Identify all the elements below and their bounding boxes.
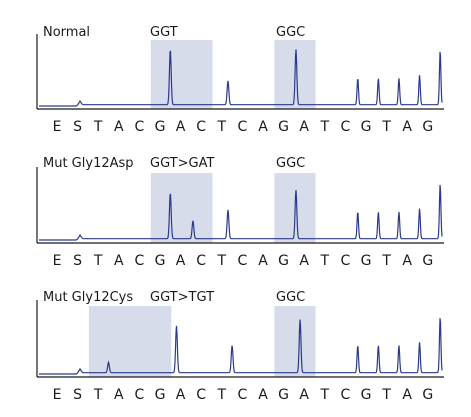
sequence-letter: G <box>278 119 289 135</box>
sequence-letter: S <box>73 119 82 135</box>
highlight-band <box>88 306 172 377</box>
sequence-letter: C <box>341 253 351 269</box>
sequence-letter: G <box>155 387 166 403</box>
highlight-band <box>150 173 213 243</box>
sequence-letter: T <box>320 119 330 135</box>
sequence-letter: S <box>73 387 82 403</box>
sequence-letter: A <box>114 119 124 135</box>
sequence-letter: T <box>93 387 103 403</box>
sequence-letter: A <box>176 253 186 269</box>
highlight-band <box>274 306 316 377</box>
trace-line <box>39 318 443 375</box>
sequence-letter: T <box>217 119 227 135</box>
sequence-letter: G <box>361 387 372 403</box>
sequence-letter: E <box>53 387 62 403</box>
sequence-letter: C <box>135 253 145 269</box>
highlight-label: GGC <box>276 290 305 305</box>
panel-label: Mut Gly12Cys <box>43 290 133 305</box>
sequence-letter: C <box>196 253 206 269</box>
sequence-letter: A <box>258 253 268 269</box>
sequence-letter: G <box>422 119 433 135</box>
sequence-letter: T <box>381 119 391 135</box>
sequence-letter: A <box>299 119 309 135</box>
sequence-letter: C <box>238 253 248 269</box>
sequence-letter: C <box>135 119 145 135</box>
sequence-letter: G <box>361 253 372 269</box>
sequence-letter: T <box>320 253 330 269</box>
highlight-label: GGT>TGT <box>150 290 214 305</box>
sequence-letter: C <box>238 387 248 403</box>
sequence-letter: A <box>176 119 186 135</box>
sequence-letter: T <box>217 387 227 403</box>
highlight-label: GGC <box>276 156 305 171</box>
sequence-letter: C <box>341 119 351 135</box>
sequence-letter: G <box>155 253 166 269</box>
sequence-letter: T <box>381 253 391 269</box>
panel-label: Mut Gly12Asp <box>43 156 134 171</box>
sequence-letter: T <box>320 387 330 403</box>
sequence-letter: G <box>422 387 433 403</box>
sequence-letter: A <box>402 119 412 135</box>
sequence-letter: G <box>361 119 372 135</box>
sequence-letter: S <box>73 253 82 269</box>
trace-line <box>39 49 443 107</box>
sequence-letter: C <box>341 387 351 403</box>
sequence-letter: G <box>155 119 166 135</box>
highlight-band <box>150 40 213 109</box>
sequence-letter: A <box>114 253 124 269</box>
sequence-letter: T <box>93 119 103 135</box>
trace-line <box>39 184 443 241</box>
sequence-letter: A <box>299 387 309 403</box>
sequence-letter: E <box>53 119 62 135</box>
highlight-label: GGT>GAT <box>150 156 214 171</box>
sequence-letter: C <box>238 119 248 135</box>
sequence-letter: C <box>196 387 206 403</box>
sequence-letter: G <box>422 253 433 269</box>
sequence-letter: A <box>402 387 412 403</box>
sequence-letter: T <box>381 387 391 403</box>
sequence-letter: A <box>258 387 268 403</box>
highlight-label: GGC <box>276 25 305 40</box>
sequence-letter: A <box>258 119 268 135</box>
highlight-label: GGT <box>150 25 178 40</box>
sequence-letter: T <box>93 253 103 269</box>
sequence-letter: C <box>196 119 206 135</box>
sequence-letter: A <box>402 253 412 269</box>
panel-label: Normal <box>43 25 90 40</box>
sequence-letter: A <box>114 387 124 403</box>
sequence-letter: E <box>53 253 62 269</box>
sequence-letter: G <box>278 253 289 269</box>
sequence-letter: A <box>176 387 186 403</box>
sequence-letter: T <box>217 253 227 269</box>
sequence-letter: C <box>135 387 145 403</box>
sequence-letter: A <box>299 253 309 269</box>
sequence-letter: G <box>278 387 289 403</box>
